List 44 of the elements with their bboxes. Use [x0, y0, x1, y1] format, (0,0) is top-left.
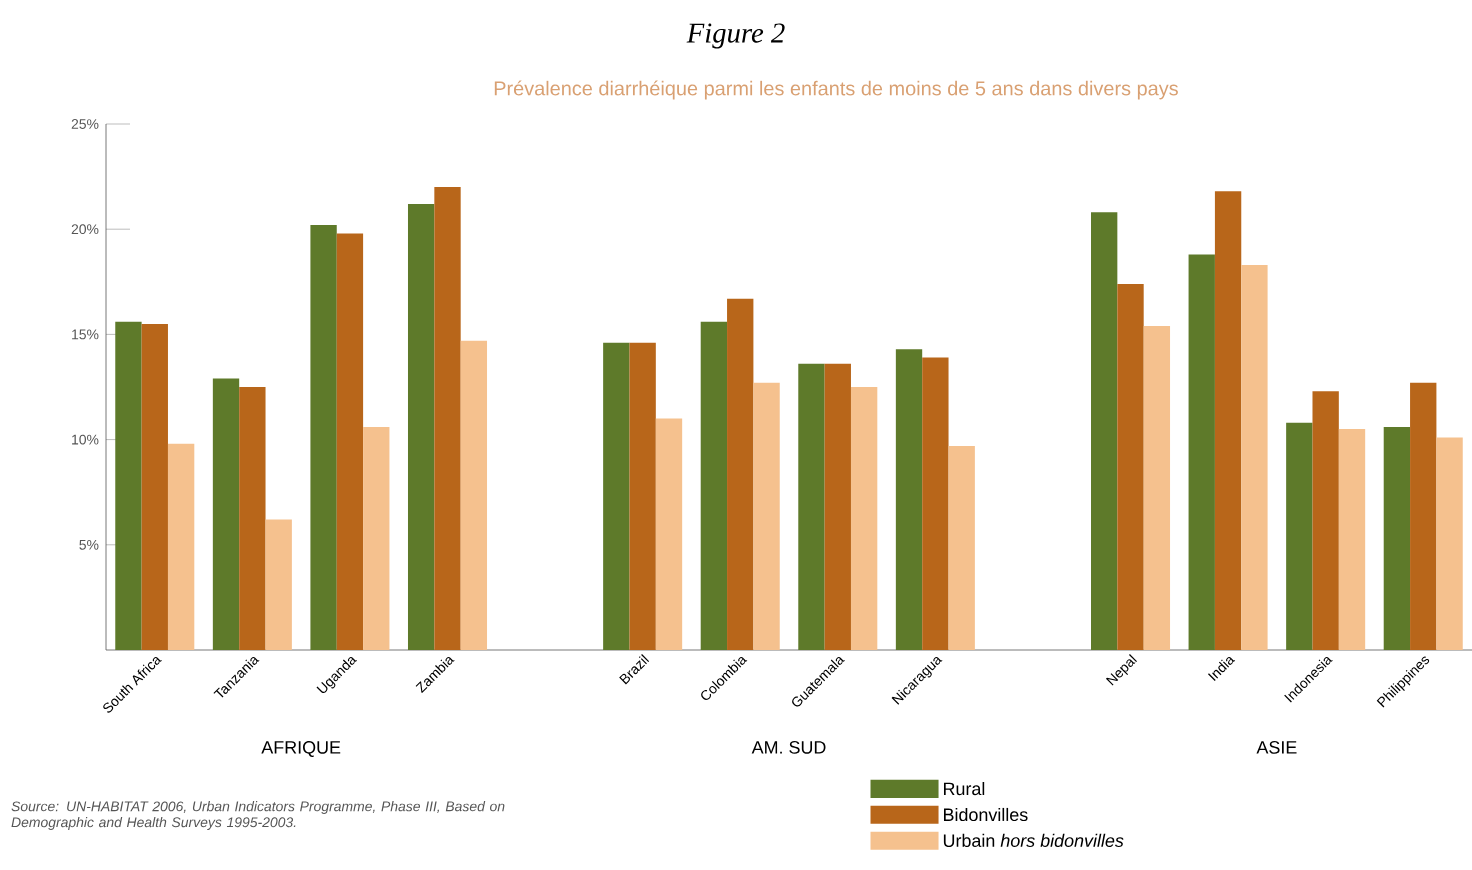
bar	[798, 363, 825, 650]
bar	[948, 445, 975, 650]
chart-title: Figure 2	[686, 23, 785, 49]
bar	[212, 378, 240, 650]
bar	[115, 321, 142, 650]
bar	[1410, 382, 1437, 650]
bar	[1143, 325, 1171, 650]
bar	[141, 323, 168, 650]
bar	[629, 342, 656, 650]
bar	[407, 203, 435, 650]
bar	[727, 298, 754, 650]
bar	[336, 233, 364, 650]
bar	[753, 382, 780, 650]
bar	[922, 357, 949, 650]
bar	[824, 363, 851, 650]
bar	[167, 443, 195, 650]
bar	[1188, 254, 1215, 650]
bar	[850, 387, 878, 650]
bar	[1117, 283, 1144, 650]
legend-label: Bidonvilles	[943, 807, 1028, 822]
bar	[895, 349, 923, 650]
legend-label: Rural	[943, 781, 985, 796]
bar	[239, 387, 266, 650]
bar	[1214, 191, 1242, 650]
text: AM. SUD	[751, 741, 826, 754]
bar	[265, 519, 292, 650]
bar	[460, 340, 488, 650]
bar	[363, 426, 390, 650]
legend-label: Urbain hors bidonvilles	[943, 833, 1124, 848]
bar	[1312, 391, 1339, 650]
bar	[1091, 212, 1118, 650]
bar	[655, 418, 683, 650]
bar	[1383, 426, 1411, 650]
bar	[434, 187, 461, 650]
bar	[1286, 422, 1313, 650]
bar	[1241, 264, 1268, 650]
bar	[1338, 429, 1366, 650]
text: ASIE	[1256, 741, 1297, 754]
bar	[1436, 437, 1463, 650]
bar	[700, 321, 728, 650]
text: AFRIQUE	[261, 741, 341, 757]
bar	[310, 224, 337, 650]
bar	[603, 342, 630, 650]
chart-subtitle: Prévalence diarrhéique parmi les enfants de moins de 5 ans dans divers pays	[494, 80, 1178, 100]
